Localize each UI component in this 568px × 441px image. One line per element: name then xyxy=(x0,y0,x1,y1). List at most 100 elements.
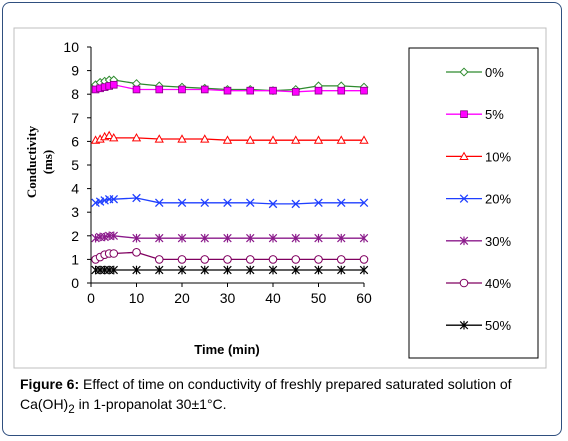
data-point-20pct xyxy=(268,199,278,209)
data-point-40pct xyxy=(200,255,210,264)
data-point-5pct xyxy=(132,85,141,94)
data-point-50pct xyxy=(132,265,141,275)
data-point-5pct xyxy=(109,80,118,89)
y-tick-label: 4 xyxy=(71,181,79,197)
x-axis-label: Time (min) xyxy=(194,342,260,357)
legend: 0% 5% 10% 20% 30% 40% 50% xyxy=(446,65,511,333)
data-point-50pct xyxy=(268,265,278,275)
legend-marker-10pct xyxy=(459,151,469,160)
data-point-30pct xyxy=(246,233,255,243)
data-point-40pct xyxy=(314,255,323,264)
data-point-10pct xyxy=(291,135,301,144)
data-point-30pct xyxy=(223,233,232,243)
legend-marker-20pct xyxy=(459,194,469,203)
data-point-50pct xyxy=(337,265,346,275)
data-point-30pct xyxy=(337,233,346,243)
data-point-40pct xyxy=(154,255,164,264)
x-tick-label: 40 xyxy=(265,290,281,306)
data-point-50pct xyxy=(223,265,232,275)
figure-caption: Figure 6: Effect of time on conductivity… xyxy=(20,374,550,420)
data-point-5pct xyxy=(269,86,277,95)
data-point-5pct xyxy=(291,88,300,96)
legend-item-10pct: 10% xyxy=(446,149,511,164)
legend-label-0pct: 0% xyxy=(485,65,504,80)
x-tick-label: 0 xyxy=(87,290,95,306)
data-point-20pct xyxy=(154,198,164,208)
data-point-50pct xyxy=(246,265,255,275)
data-point-40pct xyxy=(132,248,141,257)
y-tick-label: 7 xyxy=(71,110,79,126)
data-point-20pct xyxy=(109,194,119,204)
data-point-50pct xyxy=(109,265,118,275)
data-point-10pct xyxy=(177,134,187,143)
legend-label-50pct: 50% xyxy=(485,318,511,333)
series-layer xyxy=(90,75,369,275)
x-tick-label: 30 xyxy=(220,290,236,306)
series-30pct xyxy=(91,231,369,243)
series-40pct xyxy=(91,248,369,264)
data-point-20pct xyxy=(359,198,369,208)
x-tick-label: 20 xyxy=(174,290,190,306)
data-point-5pct xyxy=(223,86,232,95)
caption-text-part2: in 1-propanolat 30±1°C. xyxy=(74,396,227,412)
y-tick-label: 9 xyxy=(71,63,79,79)
legend-marker-0pct xyxy=(459,67,469,77)
y-tick-label: 2 xyxy=(71,228,79,244)
data-point-30pct xyxy=(314,233,323,243)
data-point-10pct xyxy=(268,135,278,144)
y-tick-label: 10 xyxy=(63,39,79,55)
series-line-30pct xyxy=(95,235,364,239)
data-point-30pct xyxy=(109,231,118,241)
data-point-30pct xyxy=(268,233,278,243)
legend-item-40pct: 40% xyxy=(446,276,511,291)
legend-label-40pct: 40% xyxy=(485,276,511,291)
legend-item-20pct: 20% xyxy=(446,192,511,207)
legend-label-30pct: 30% xyxy=(485,234,511,249)
data-point-5pct xyxy=(314,86,323,95)
series-10pct xyxy=(90,130,369,144)
y-tick-label: 3 xyxy=(71,204,79,220)
legend-marker-30pct xyxy=(459,236,469,246)
data-point-30pct xyxy=(291,233,300,243)
data-point-30pct xyxy=(155,233,164,243)
data-point-5pct xyxy=(200,85,209,94)
data-point-40pct xyxy=(109,249,119,258)
y-tick-label: 1 xyxy=(71,251,79,267)
legend-item-30pct: 30% xyxy=(446,234,511,249)
caption-text-part1: Effect of time on conductivity of freshl… xyxy=(20,376,512,412)
data-point-10pct xyxy=(200,134,210,143)
data-point-50pct xyxy=(291,265,300,275)
data-point-40pct xyxy=(245,255,255,264)
series-20pct xyxy=(91,193,369,209)
legend-item-50pct: 50% xyxy=(446,318,511,333)
figure-frame xyxy=(2,2,562,436)
data-point-10pct xyxy=(245,135,255,144)
caption-subscript: 2 xyxy=(68,402,75,416)
legend-label-10pct: 10% xyxy=(485,149,511,164)
data-point-10pct xyxy=(131,133,142,142)
conductivity-chart: 0 10 20 30 40 50 60 0 1 2 3 4 5 6 7 8 9 10 0% 5% 10% 20% 30% 4… xyxy=(13,27,547,369)
data-point-10pct xyxy=(109,133,119,142)
data-point-10pct xyxy=(154,134,164,143)
data-point-50pct xyxy=(314,265,323,275)
data-point-20pct xyxy=(336,198,346,208)
series-line-20pct xyxy=(95,197,364,205)
legend-box xyxy=(408,47,539,359)
data-point-5pct xyxy=(360,86,368,95)
data-point-40pct xyxy=(336,255,346,264)
data-point-30pct xyxy=(359,233,369,243)
legend-marker-50pct xyxy=(459,320,469,330)
data-point-20pct xyxy=(223,198,232,208)
data-point-5pct xyxy=(155,85,164,94)
data-point-20pct xyxy=(314,198,323,208)
data-point-40pct xyxy=(177,255,187,264)
data-point-50pct xyxy=(177,265,187,275)
data-point-10pct xyxy=(313,135,324,144)
data-point-20pct xyxy=(177,198,187,208)
data-point-5pct xyxy=(337,86,346,95)
x-tick-label: 10 xyxy=(129,290,145,306)
y-tick-label: 6 xyxy=(71,133,79,149)
data-point-40pct xyxy=(268,255,278,264)
y-axis-label-line2: (ms) xyxy=(40,150,55,175)
data-point-40pct xyxy=(291,255,301,264)
